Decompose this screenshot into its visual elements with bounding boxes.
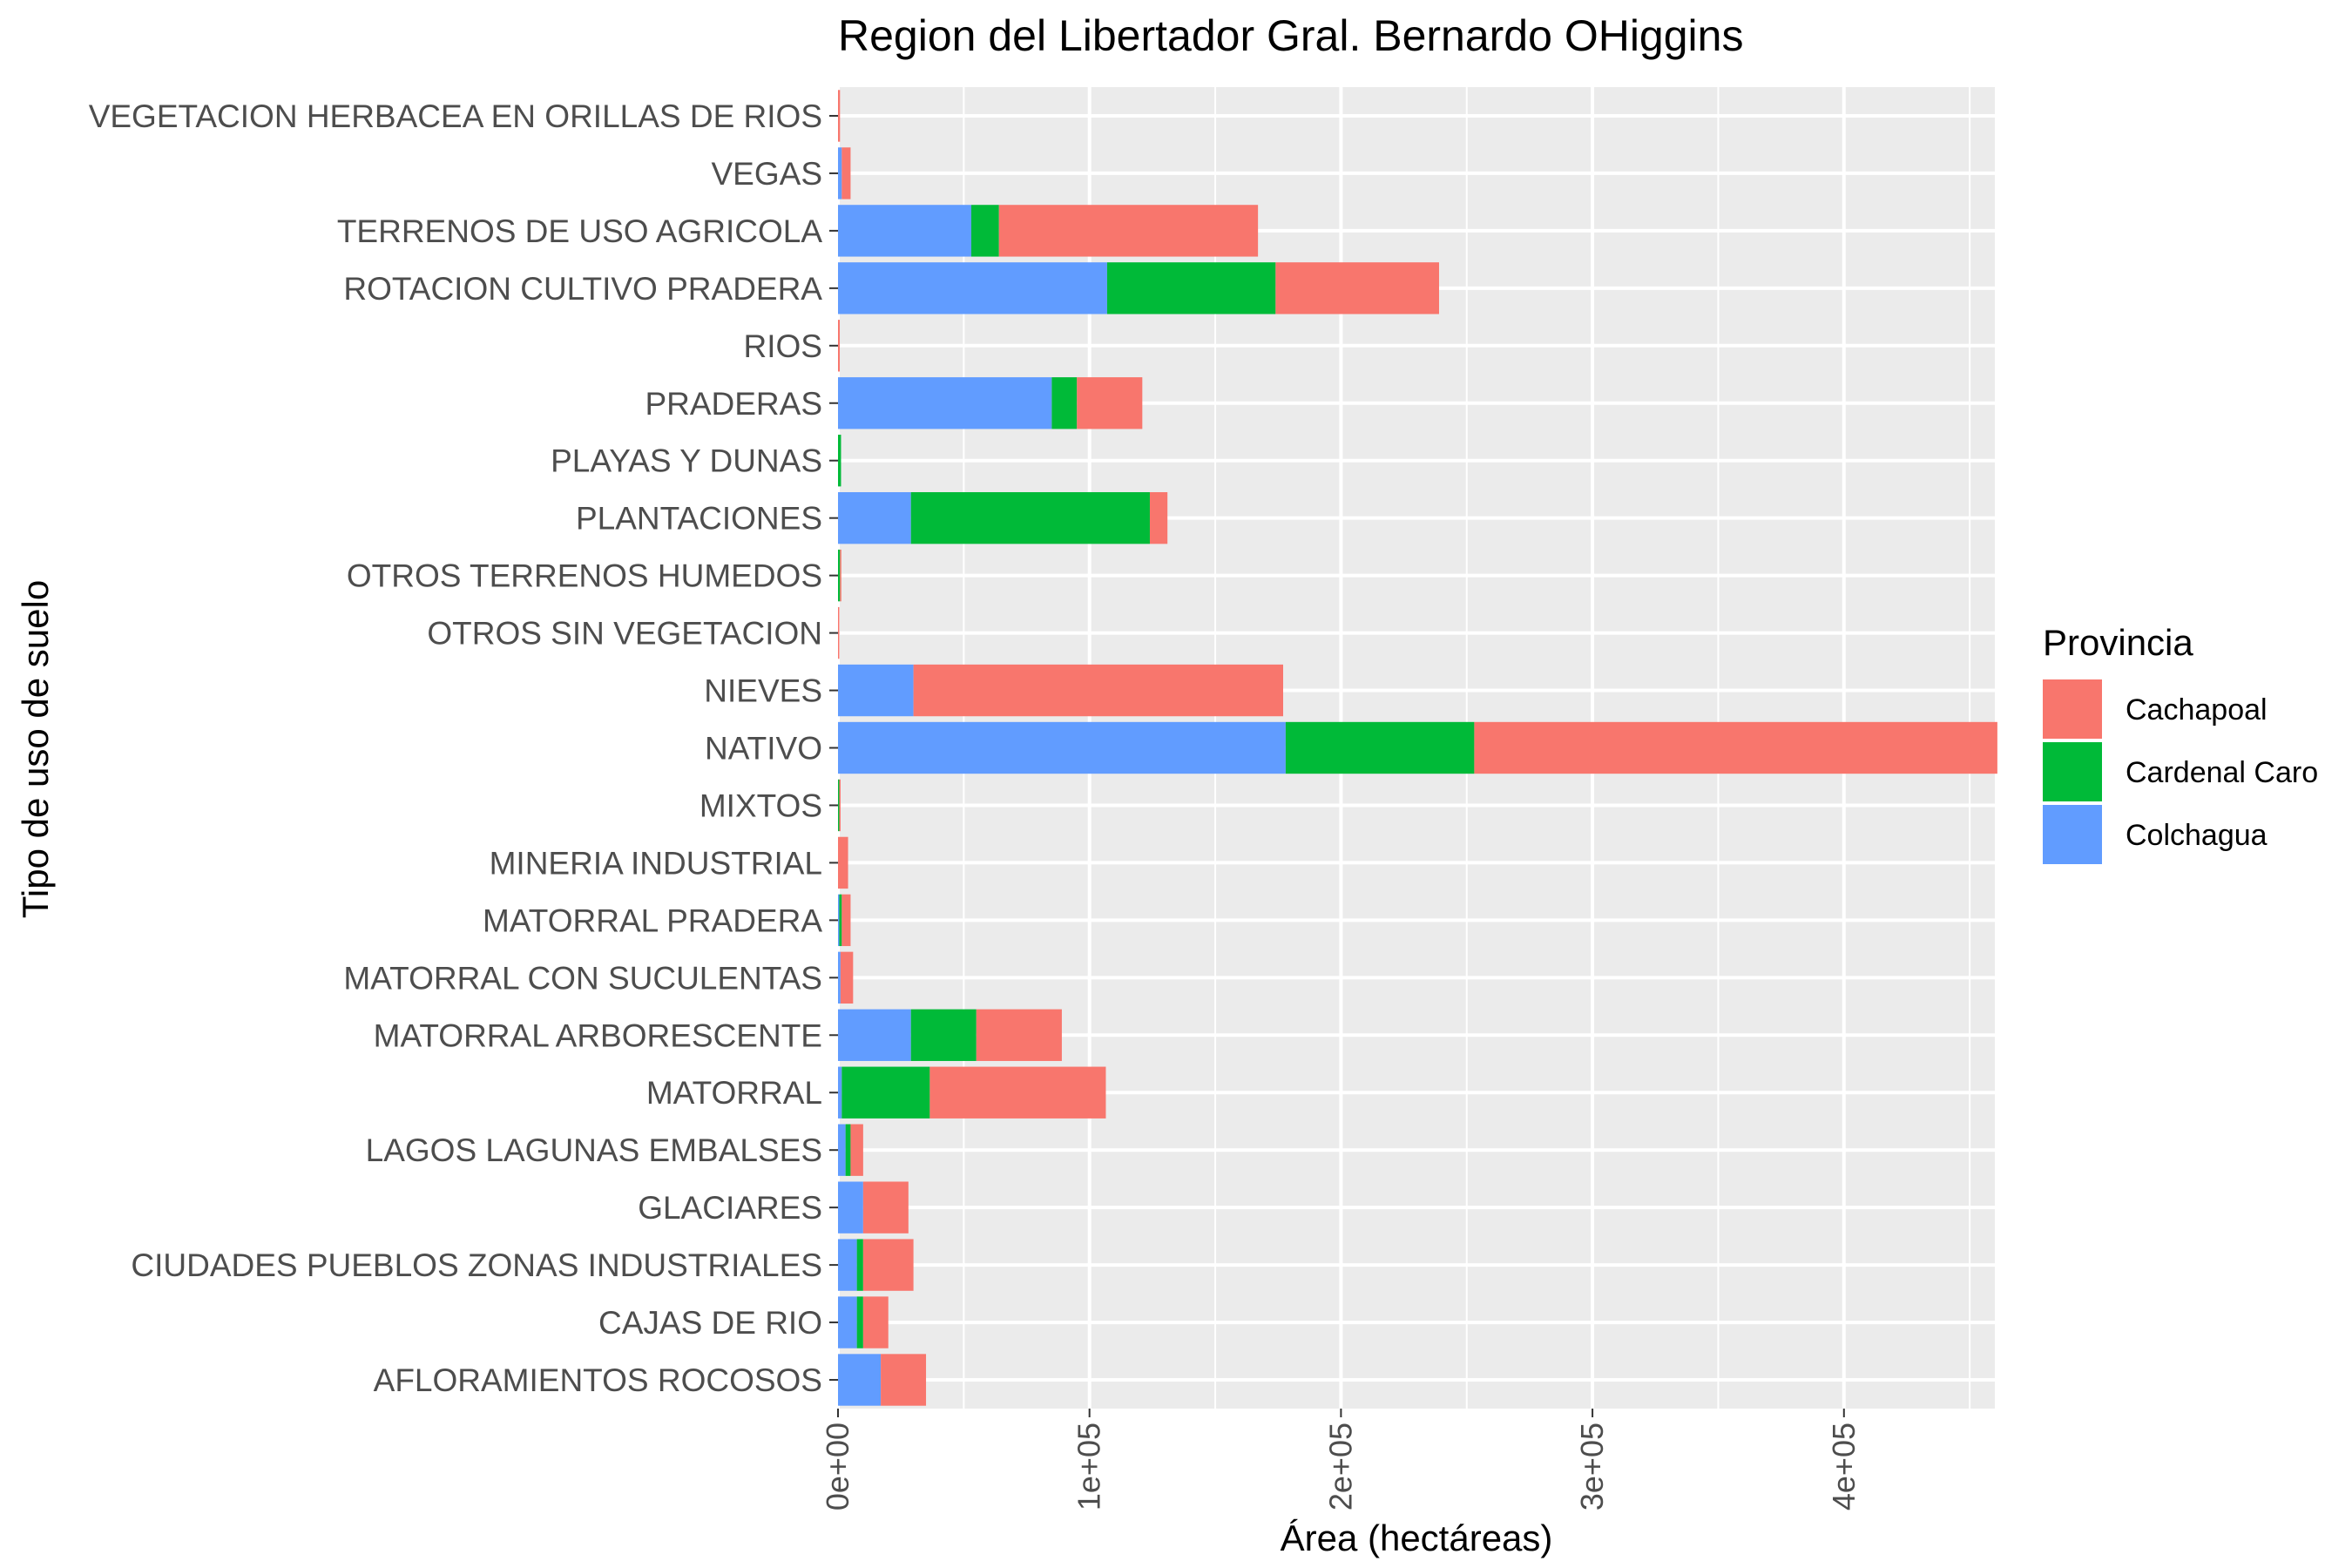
bar-segment xyxy=(856,1239,863,1291)
y-tick-label: TERRENOS DE USO AGRICOLA xyxy=(337,213,822,249)
y-tick-label: AFLORAMIENTOS ROCOSOS xyxy=(374,1362,822,1398)
y-tick-label: LAGOS LAGUNAS EMBALSES xyxy=(366,1132,822,1168)
bar-segment xyxy=(913,664,1283,717)
y-tick-label: OTROS SIN VEGETACION xyxy=(427,616,822,652)
bar-segment xyxy=(838,779,840,832)
legend-label: Cardenal Caro xyxy=(2126,756,2318,789)
legend-swatch xyxy=(2043,742,2102,801)
bar-segment xyxy=(971,205,999,257)
bar-segment xyxy=(838,1354,882,1406)
bar-segment xyxy=(862,1181,909,1233)
y-tick-label: PLAYAS Y DUNAS xyxy=(551,443,822,479)
x-axis-title: Área (hectáreas) xyxy=(1281,1517,1553,1558)
bar-segment xyxy=(838,147,842,199)
y-tick-label: RIOS xyxy=(744,328,822,364)
x-tick-label: 3e+05 xyxy=(1574,1423,1610,1511)
y-tick-label: MATORRAL PRADERA xyxy=(483,902,822,938)
bar-segment xyxy=(840,549,841,602)
bar-segment xyxy=(838,1124,846,1176)
bar-segment xyxy=(838,90,841,142)
bar-segment xyxy=(1077,377,1143,429)
bar-segment xyxy=(910,1009,977,1061)
bar-segment xyxy=(840,951,854,1004)
bar-segment xyxy=(1275,262,1439,314)
bar-segment xyxy=(838,836,848,889)
y-tick-label: MIXTOS xyxy=(700,787,822,823)
bar-segment xyxy=(1285,721,1475,774)
legend-title: Provincia xyxy=(2043,622,2193,663)
bar-segment xyxy=(838,721,1286,774)
bar-segment xyxy=(838,1181,863,1233)
bar-segment xyxy=(881,1354,927,1406)
legend-swatch xyxy=(2043,805,2102,864)
bar-segment xyxy=(838,664,914,717)
x-tick-label: 4e+05 xyxy=(1826,1423,1862,1511)
bar-segment xyxy=(838,1066,842,1119)
bar-segment xyxy=(1149,491,1168,544)
bar-segment xyxy=(838,951,841,1004)
y-tick-label: VEGETACION HERBACEA EN ORILLAS DE RIOS xyxy=(89,98,822,134)
bar-segment xyxy=(838,320,841,372)
y-tick-label: MINERIA INDUSTRIAL xyxy=(490,845,822,881)
y-tick-label: NATIVO xyxy=(705,731,822,767)
y-tick-label: PLANTACIONES xyxy=(576,501,822,537)
chart-title: Region del Libertador Gral. Bernardo OHi… xyxy=(838,11,1743,60)
y-tick-label: ROTACION CULTIVO PRADERA xyxy=(343,271,822,307)
y-tick-label: GLACIARES xyxy=(638,1190,822,1226)
legend-items: Cachapoal Cardenal Caro Colchagua xyxy=(2043,679,2318,864)
bar-segment xyxy=(1051,377,1078,429)
bar-segment xyxy=(838,1239,857,1291)
legend-swatch xyxy=(2043,679,2102,739)
bar-segment xyxy=(841,147,851,199)
bar-segment xyxy=(838,491,911,544)
bar-segment xyxy=(976,1009,1062,1061)
y-tick-label: NIEVES xyxy=(704,673,822,709)
y-tick-label: VEGAS xyxy=(712,156,823,192)
bar-segment xyxy=(838,549,841,602)
bar-segment xyxy=(839,894,842,947)
bar-segment xyxy=(841,894,851,947)
bars xyxy=(838,90,1997,1406)
bar-segment xyxy=(838,377,1052,429)
y-axis-ticks: VEGETACION HERBACEA EN ORILLAS DE RIOS VE… xyxy=(89,98,838,1398)
bar-segment xyxy=(838,262,1107,314)
bar-segment xyxy=(998,205,1259,257)
y-tick-label: MATORRAL ARBORESCENTE xyxy=(374,1017,822,1053)
bar-segment xyxy=(838,894,840,947)
legend-label: Colchagua xyxy=(2126,819,2268,852)
legend-label: Cachapoal xyxy=(2126,693,2268,727)
bar-segment xyxy=(929,1066,1106,1119)
y-tick-label: OTROS TERRENOS HUMEDOS xyxy=(347,558,822,594)
y-axis-title: Tipo de uso de suelo xyxy=(15,580,56,918)
y-tick-label: MATORRAL xyxy=(646,1075,822,1111)
bar-segment xyxy=(841,1066,930,1119)
x-tick-label: 1e+05 xyxy=(1071,1423,1107,1511)
bar-segment xyxy=(856,1296,863,1348)
y-tick-label: MATORRAL CON SUCULENTAS xyxy=(343,960,822,996)
bar-segment xyxy=(845,1124,851,1176)
x-tick-label: 0e+00 xyxy=(820,1423,855,1511)
bar-segment xyxy=(1106,262,1276,314)
bar-segment xyxy=(838,435,841,487)
x-axis-ticks: 0e+00 1e+05 2e+05 3e+05 4e+05 xyxy=(820,1409,1862,1511)
bar-segment xyxy=(862,1239,914,1291)
bar-segment xyxy=(838,1296,857,1348)
bar-segment xyxy=(850,1124,863,1176)
bar-segment xyxy=(838,205,972,257)
bar-segment xyxy=(838,1009,911,1061)
y-tick-label: CAJAS DE RIO xyxy=(598,1305,822,1341)
bar-segment xyxy=(910,491,1150,544)
legend: Provincia Cachapoal Cardenal Caro Colchagu… xyxy=(2043,622,2318,864)
bar-segment xyxy=(838,606,840,659)
bar-segment xyxy=(839,779,841,832)
y-tick-label: CIUDADES PUEBLOS ZONAS INDUSTRIALES xyxy=(131,1247,822,1283)
bar-segment xyxy=(862,1296,889,1348)
y-tick-label: PRADERAS xyxy=(645,386,822,422)
x-tick-label: 2e+05 xyxy=(1322,1423,1358,1511)
bar-segment xyxy=(1474,721,1997,774)
